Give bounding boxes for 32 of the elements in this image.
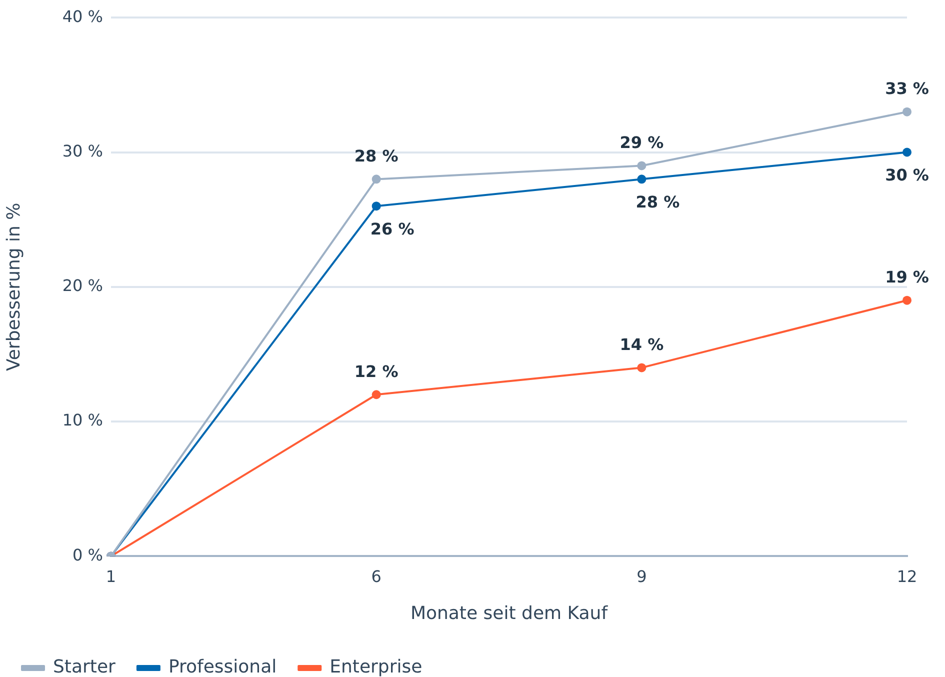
data-label: 12 %: [354, 362, 398, 381]
data-label: 28 %: [354, 146, 398, 166]
data-label: 19 %: [885, 268, 929, 287]
y-tick-label: 10 %: [62, 410, 103, 430]
x-tick-label: 9: [636, 566, 647, 586]
point: [902, 148, 912, 157]
point: [637, 174, 646, 184]
point: [372, 390, 381, 400]
legend-label: Enterprise: [330, 656, 422, 677]
point: [372, 174, 381, 184]
data-label: 28 %: [636, 192, 680, 212]
x-axis-title: Monate seit dem Kauf: [410, 602, 608, 624]
data-label: 29 %: [620, 132, 664, 152]
y-tick-label: 20 %: [62, 276, 103, 296]
legend-label: Professional: [168, 656, 277, 677]
data-label: 30 %: [885, 165, 929, 184]
y-axis-title: Verbesserung in %: [3, 202, 24, 372]
point: [902, 296, 912, 305]
point: [902, 107, 912, 116]
data-label: 33 %: [885, 79, 929, 98]
legend-label: Starter: [53, 656, 116, 677]
data-label: 26 %: [370, 219, 414, 238]
point: [637, 363, 646, 372]
x-tick-label: 1: [106, 566, 116, 586]
y-tick-label: 40 %: [62, 6, 103, 26]
x-tick-label: 6: [371, 566, 382, 586]
point: [372, 202, 381, 211]
y-tick-label: 30 %: [62, 141, 103, 160]
point: [637, 161, 646, 170]
y-tick-label: 0 %: [72, 545, 103, 564]
data-label: 14 %: [620, 334, 664, 354]
x-tick-label: 12: [896, 566, 918, 586]
